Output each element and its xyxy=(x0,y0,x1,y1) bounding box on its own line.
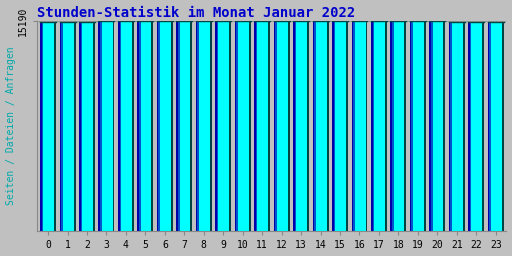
Bar xyxy=(449,22,451,231)
Y-axis label: Seiten / Dateien / Anfragen: Seiten / Dateien / Anfragen xyxy=(6,47,15,205)
Bar xyxy=(113,22,115,231)
Bar xyxy=(237,21,238,231)
Bar xyxy=(275,21,277,231)
Bar xyxy=(491,22,502,231)
Bar xyxy=(238,21,249,231)
Bar xyxy=(472,22,482,231)
Bar xyxy=(413,21,424,231)
Bar xyxy=(137,21,139,231)
Bar xyxy=(346,21,348,231)
Text: Stunden-Statistik im Monat Januar 2022: Stunden-Statistik im Monat Januar 2022 xyxy=(37,6,356,19)
Bar xyxy=(295,21,296,231)
Bar xyxy=(98,22,100,231)
Bar xyxy=(74,22,75,231)
Bar xyxy=(159,21,160,231)
Bar xyxy=(93,22,95,231)
Bar xyxy=(307,21,309,231)
Bar xyxy=(316,21,327,231)
Bar xyxy=(152,21,154,231)
Bar xyxy=(80,22,82,231)
Bar xyxy=(196,21,198,231)
Bar xyxy=(44,22,54,231)
Bar xyxy=(293,21,295,231)
Bar xyxy=(256,21,258,231)
Bar xyxy=(157,21,159,231)
Bar xyxy=(199,21,210,231)
Bar xyxy=(41,22,44,231)
Bar xyxy=(249,21,251,231)
Bar xyxy=(352,21,353,231)
Bar xyxy=(141,21,152,231)
Bar xyxy=(258,21,268,231)
Bar xyxy=(121,22,132,231)
Bar xyxy=(190,21,193,231)
Bar xyxy=(404,21,407,231)
Bar xyxy=(468,22,470,231)
Bar xyxy=(160,21,171,231)
Bar xyxy=(335,21,346,231)
Bar xyxy=(463,22,465,231)
Bar xyxy=(61,22,63,231)
Bar xyxy=(385,21,387,231)
Bar xyxy=(176,21,178,231)
Bar xyxy=(119,22,121,231)
Bar xyxy=(371,21,373,231)
Bar xyxy=(424,21,426,231)
Bar xyxy=(82,22,93,231)
Bar xyxy=(288,21,290,231)
Bar xyxy=(180,21,190,231)
Bar xyxy=(273,21,275,231)
Bar xyxy=(433,21,443,231)
Bar xyxy=(118,22,119,231)
Bar xyxy=(79,22,80,231)
Bar xyxy=(391,21,392,231)
Bar xyxy=(373,21,374,231)
Bar xyxy=(410,21,412,231)
Bar xyxy=(488,22,489,231)
Bar xyxy=(210,21,212,231)
Bar xyxy=(296,21,307,231)
Bar xyxy=(171,21,173,231)
Bar xyxy=(314,21,316,231)
Bar xyxy=(59,22,61,231)
Bar xyxy=(100,22,102,231)
Bar xyxy=(215,21,217,231)
Bar xyxy=(353,21,355,231)
Bar xyxy=(234,21,237,231)
Bar xyxy=(198,21,199,231)
Bar xyxy=(374,21,385,231)
Bar xyxy=(366,21,368,231)
Bar xyxy=(394,21,404,231)
Bar xyxy=(139,21,141,231)
Bar xyxy=(334,21,335,231)
Bar xyxy=(502,22,504,231)
Bar xyxy=(470,22,472,231)
Bar xyxy=(482,22,484,231)
Bar xyxy=(313,21,314,231)
Bar xyxy=(219,21,229,231)
Bar xyxy=(452,22,463,231)
Bar xyxy=(430,21,431,231)
Bar xyxy=(229,21,231,231)
Bar xyxy=(489,22,491,231)
Bar xyxy=(132,22,134,231)
Bar xyxy=(254,21,256,231)
Bar xyxy=(217,21,219,231)
Bar xyxy=(412,21,413,231)
Bar xyxy=(102,22,113,231)
Bar xyxy=(443,21,445,231)
Bar xyxy=(451,22,452,231)
Bar xyxy=(40,22,41,231)
Bar xyxy=(392,21,394,231)
Bar xyxy=(332,21,334,231)
Bar xyxy=(54,22,56,231)
Bar xyxy=(63,22,74,231)
Bar xyxy=(277,21,288,231)
Bar xyxy=(327,21,329,231)
Bar xyxy=(431,21,433,231)
Bar xyxy=(355,21,366,231)
Bar xyxy=(268,21,270,231)
Bar xyxy=(178,21,180,231)
